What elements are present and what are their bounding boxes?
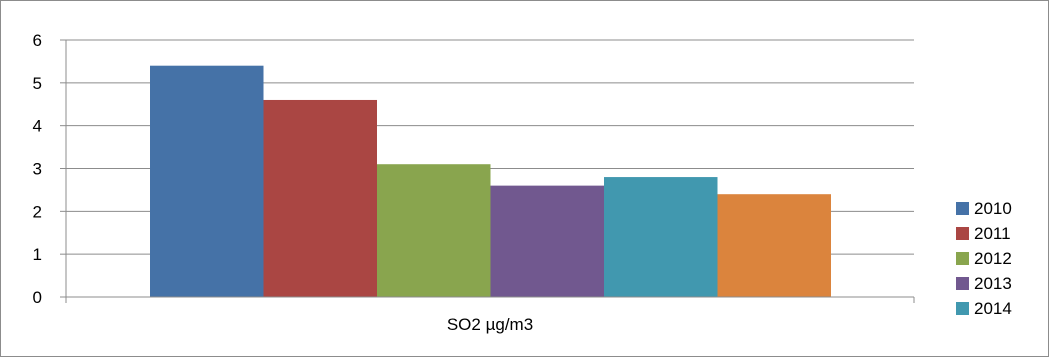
bar-2014	[604, 177, 718, 297]
x-category-label: SO2 µg/m3	[447, 315, 533, 334]
y-tick-label: 4	[33, 117, 42, 136]
legend-label: 2012	[974, 248, 1012, 268]
legend-item-2014: 2014	[956, 296, 1012, 321]
bar-series-6	[717, 194, 831, 297]
legend-item-2013: 2013	[956, 271, 1012, 296]
bar-2011	[263, 99, 377, 297]
y-axis: 0 1 2 3 4 5 6	[33, 31, 67, 307]
legend-swatch	[956, 227, 969, 240]
legend: 2010 2011 2012 2013 2014	[956, 196, 1012, 321]
legend-swatch	[956, 202, 969, 215]
y-tick-label: 0	[33, 288, 42, 307]
legend-label: 2013	[974, 273, 1012, 293]
bar-2012	[377, 164, 491, 297]
legend-item-2010: 2010	[956, 196, 1012, 221]
bars	[150, 65, 831, 297]
y-tick-label: 3	[33, 160, 42, 179]
bar-2013	[490, 185, 604, 297]
y-tick-label: 1	[33, 245, 42, 264]
bar-2010	[150, 65, 264, 297]
legend-item-2012: 2012	[956, 246, 1012, 271]
legend-label: 2014	[974, 298, 1012, 318]
legend-label: 2010	[974, 198, 1012, 218]
y-tick-label: 5	[33, 74, 42, 93]
legend-swatch	[956, 277, 969, 290]
legend-label: 2011	[974, 223, 1011, 243]
legend-item-2011: 2011	[956, 221, 1012, 246]
legend-swatch	[956, 252, 969, 265]
legend-swatch	[956, 302, 969, 315]
y-tick-label: 2	[33, 202, 42, 221]
y-tick-label: 6	[33, 31, 42, 50]
x-axis: SO2 µg/m3	[65, 296, 915, 334]
